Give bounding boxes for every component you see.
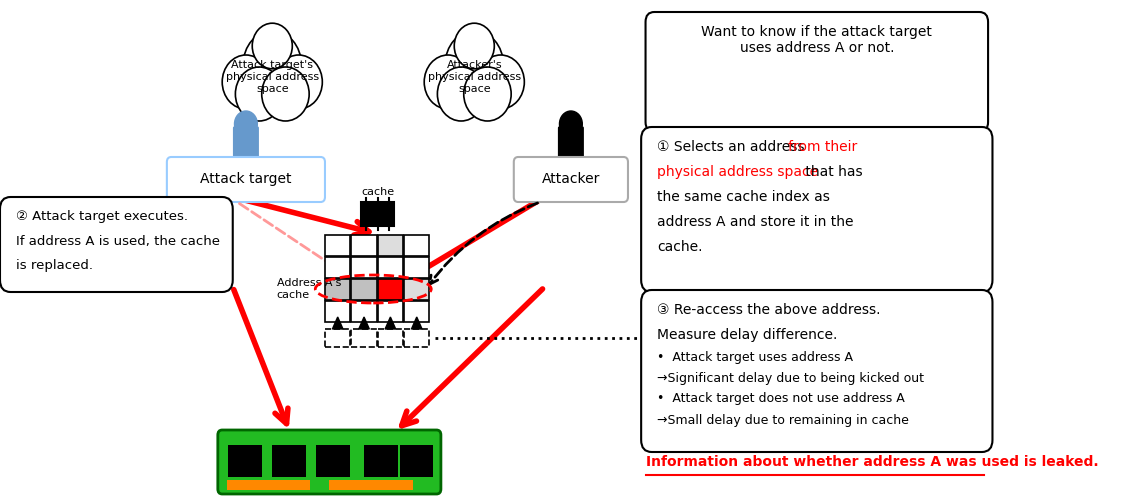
- Text: ① Selects an address: ① Selects an address: [657, 140, 809, 154]
- Circle shape: [243, 31, 301, 97]
- FancyBboxPatch shape: [329, 480, 413, 490]
- Polygon shape: [385, 317, 396, 329]
- FancyBboxPatch shape: [645, 12, 988, 132]
- Circle shape: [235, 111, 258, 137]
- Circle shape: [222, 55, 270, 109]
- FancyBboxPatch shape: [0, 197, 233, 292]
- Bar: [351, 329, 377, 347]
- FancyBboxPatch shape: [559, 127, 584, 161]
- Text: If address A is used, the cache: If address A is used, the cache: [16, 235, 220, 248]
- Circle shape: [252, 23, 292, 69]
- FancyBboxPatch shape: [272, 445, 306, 477]
- Text: ③ Re-access the above address.: ③ Re-access the above address.: [657, 303, 880, 317]
- Circle shape: [446, 31, 503, 97]
- Bar: [325, 301, 350, 322]
- Bar: [377, 257, 404, 278]
- Text: is replaced.: is replaced.: [16, 259, 92, 272]
- FancyBboxPatch shape: [641, 290, 993, 452]
- FancyBboxPatch shape: [400, 445, 433, 477]
- Bar: [351, 279, 377, 300]
- Circle shape: [275, 55, 323, 109]
- Text: •  Attack target does not use address A: • Attack target does not use address A: [657, 392, 905, 405]
- FancyBboxPatch shape: [365, 445, 398, 477]
- Circle shape: [424, 55, 472, 109]
- Bar: [325, 257, 350, 278]
- Circle shape: [454, 23, 495, 69]
- FancyBboxPatch shape: [316, 445, 350, 477]
- Bar: [404, 235, 430, 256]
- Text: •  Attack target uses address A: • Attack target uses address A: [657, 351, 853, 364]
- Text: →Significant delay due to being kicked out: →Significant delay due to being kicked o…: [657, 372, 923, 385]
- Bar: [351, 235, 377, 256]
- Text: Measure delay difference.: Measure delay difference.: [657, 328, 838, 342]
- Bar: [377, 279, 404, 300]
- Bar: [351, 257, 377, 278]
- Circle shape: [438, 67, 484, 121]
- FancyBboxPatch shape: [641, 127, 993, 292]
- Bar: [404, 257, 430, 278]
- Text: Attacker's
physical address
space: Attacker's physical address space: [428, 61, 521, 93]
- Polygon shape: [412, 317, 422, 329]
- FancyBboxPatch shape: [218, 430, 441, 494]
- Text: Want to know if the attack target
uses address A or not.: Want to know if the attack target uses a…: [701, 25, 933, 55]
- Text: Attacker: Attacker: [542, 172, 600, 186]
- Text: →Small delay due to remaining in cache: →Small delay due to remaining in cache: [657, 414, 909, 427]
- Circle shape: [235, 67, 283, 121]
- Bar: [404, 329, 430, 347]
- Text: cache.: cache.: [657, 240, 702, 254]
- Text: Attack target: Attack target: [201, 172, 292, 186]
- Bar: [351, 301, 377, 322]
- Circle shape: [477, 55, 524, 109]
- FancyBboxPatch shape: [514, 157, 628, 202]
- Text: Address A's
cache: Address A's cache: [277, 278, 341, 300]
- Bar: [325, 329, 350, 347]
- Text: address A and store it in the: address A and store it in the: [657, 215, 854, 229]
- Bar: [377, 329, 404, 347]
- Text: from their: from their: [788, 140, 857, 154]
- Polygon shape: [333, 317, 343, 329]
- Bar: [404, 279, 430, 300]
- Circle shape: [560, 111, 583, 137]
- Text: physical address space: physical address space: [657, 165, 819, 179]
- FancyBboxPatch shape: [166, 157, 325, 202]
- FancyBboxPatch shape: [227, 480, 310, 490]
- Circle shape: [464, 67, 511, 121]
- Bar: [325, 279, 350, 300]
- FancyBboxPatch shape: [234, 127, 259, 161]
- Text: cache: cache: [361, 187, 394, 197]
- Text: ② Attack target executes.: ② Attack target executes.: [16, 210, 188, 223]
- Text: Attack target's
physical address
space: Attack target's physical address space: [226, 61, 319, 93]
- Bar: [377, 235, 404, 256]
- Bar: [377, 301, 404, 322]
- Text: Information about whether address A was used is leaked.: Information about whether address A was …: [645, 455, 1098, 469]
- Text: that has: that has: [801, 165, 863, 179]
- Text: the same cache index as: the same cache index as: [657, 190, 830, 204]
- FancyBboxPatch shape: [228, 445, 262, 477]
- Bar: [325, 235, 350, 256]
- Bar: [404, 301, 430, 322]
- FancyBboxPatch shape: [361, 202, 394, 226]
- Circle shape: [262, 67, 309, 121]
- Polygon shape: [359, 317, 369, 329]
